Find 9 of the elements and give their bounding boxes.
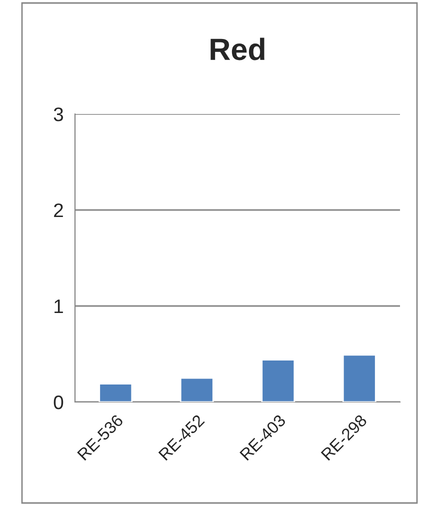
bar — [342, 354, 376, 402]
chart-title: Red — [210, 38, 264, 60]
bar — [180, 377, 214, 402]
y-tick-label: 2 — [54, 203, 63, 218]
bar — [98, 383, 133, 402]
y-tick-label: 3 — [54, 107, 64, 122]
y-tick-label: 0 — [54, 395, 64, 410]
y-tick-label: 1 — [54, 300, 63, 314]
bar — [261, 359, 296, 402]
